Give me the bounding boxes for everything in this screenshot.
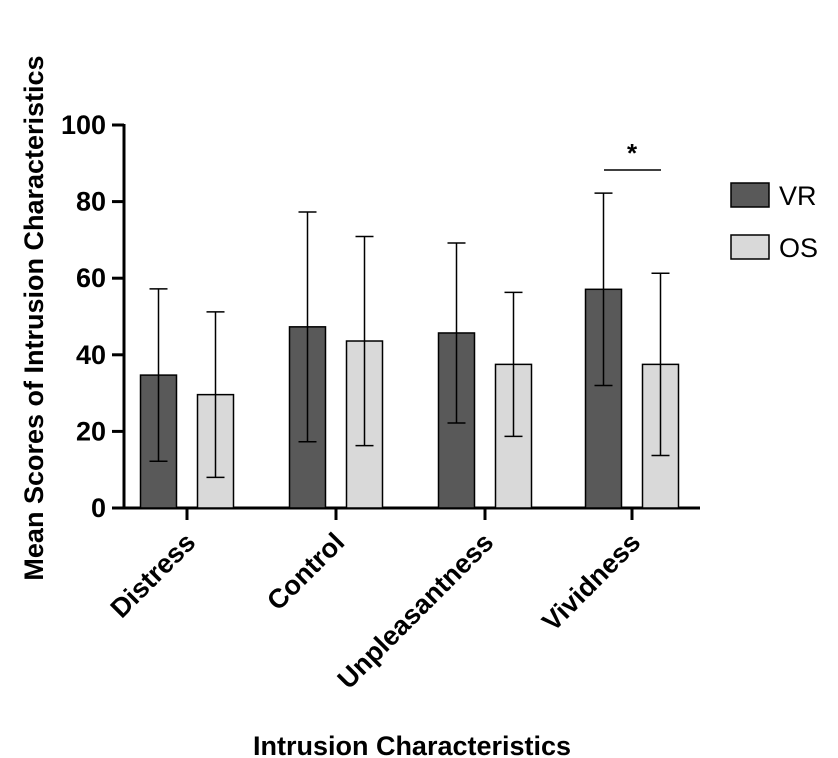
- x-category-label: Vividness: [536, 527, 646, 637]
- y-axis-title: Mean Scores of Intrusion Characteristics: [19, 55, 49, 580]
- y-axis-ticks: 0 20 40 60 80 100: [61, 110, 124, 523]
- bars: [139, 288, 680, 509]
- y-tick-label: 80: [76, 187, 106, 217]
- y-tick-label: 60: [76, 263, 106, 293]
- annotations: *: [604, 138, 661, 171]
- y-tick-label: 20: [76, 416, 106, 446]
- y-tick-label: 0: [91, 493, 106, 523]
- y-tick-label: 100: [61, 110, 106, 140]
- x-category-label: Distress: [105, 527, 202, 624]
- error-bars: [149, 192, 670, 479]
- y-tick-label: 40: [76, 340, 106, 370]
- x-category-label: Control: [261, 527, 350, 616]
- significance-star: *: [627, 138, 638, 168]
- legend: VR OS: [730, 181, 818, 263]
- x-category-label: Unpleasantness: [332, 527, 500, 695]
- legend-swatch-vr: [730, 182, 770, 208]
- legend-swatch-os: [730, 234, 770, 260]
- legend-label-vr: VR: [779, 181, 817, 211]
- legend-label-os: OS: [779, 233, 818, 263]
- x-axis-title: Intrusion Characteristics: [253, 731, 571, 758]
